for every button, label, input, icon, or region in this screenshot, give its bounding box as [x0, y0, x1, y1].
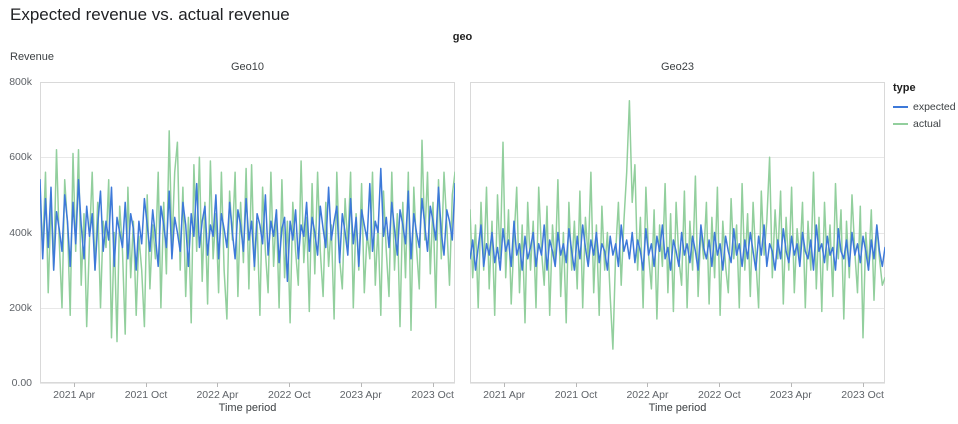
facet-panel-geo10: Geo10 2021 Apr 2021 Oct 2022 Apr 2022 Oct 20…	[40, 60, 455, 414]
legend-entry-actual: actual	[893, 118, 956, 130]
x-axis-tick-label: 2023 Apr	[340, 389, 383, 401]
facet-field-header: geo	[452, 31, 473, 43]
series-line-expected	[40, 167, 455, 283]
x-axis-tick-label: 2022 Apr	[626, 389, 669, 401]
y-axis-tick-label: 200k	[9, 301, 32, 314]
legend-entry-expected: expected	[893, 101, 956, 113]
x-axis-tick-label: 2022 Oct	[268, 389, 311, 401]
x-axis-tick-label: 2023 Oct	[411, 389, 454, 401]
facet-panel-geo23: Geo23 2021 Apr 2021 Oct 2022 Apr 2022 Oct 20…	[470, 60, 885, 414]
x-axis-tick-label: 2021 Apr	[483, 389, 526, 401]
x-axis-tick-label: 2021 Apr	[53, 389, 96, 401]
y-axis-tick-labels: 0.00 200k 400k 600k 800k	[0, 76, 36, 389]
plot-area-geo10[interactable]: 2021 Apr 2021 Oct 2022 Apr 2022 Oct 2023 Apr…	[40, 82, 455, 404]
series-line-expected	[470, 220, 885, 271]
x-axis-tick-label: 2021 Oct	[125, 389, 168, 401]
x-axis-tick-label: 2023 Oct	[841, 389, 884, 401]
facet-title: Geo10	[230, 61, 265, 73]
x-axis-tick-label: 2022 Apr	[196, 389, 239, 401]
series-line-actual	[470, 100, 885, 350]
x-axis-tick-label: 2021 Oct	[555, 389, 598, 401]
plot-border	[40, 82, 455, 383]
legend-label: actual	[913, 118, 942, 130]
y-axis-tick-label: 0.00	[11, 377, 32, 389]
x-axis-tick-label: 2023 Apr	[770, 389, 813, 401]
y-axis-title: Revenue	[10, 51, 55, 63]
y-axis-tick-label: 800k	[9, 76, 32, 88]
x-axis-tick-label: 2022 Oct	[698, 389, 741, 401]
y-axis-tick-label: 400k	[9, 226, 32, 239]
x-axis-title: Time period	[648, 402, 707, 414]
page-title: Expected revenue vs. actual revenue	[10, 5, 290, 24]
actual-line-swatch	[893, 123, 908, 125]
legend-label: expected	[913, 101, 956, 113]
facet-title: Geo23	[660, 61, 695, 73]
expected-line-swatch	[893, 106, 908, 108]
y-axis-tick-label: 600k	[9, 151, 32, 164]
plot-area-geo23[interactable]: 2021 Apr 2021 Oct 2022 Apr 2022 Oct 2023 Apr…	[470, 82, 885, 404]
x-axis-title: Time period	[218, 402, 277, 414]
legend: type expected actual	[893, 82, 956, 135]
legend-title: type	[893, 82, 916, 94]
